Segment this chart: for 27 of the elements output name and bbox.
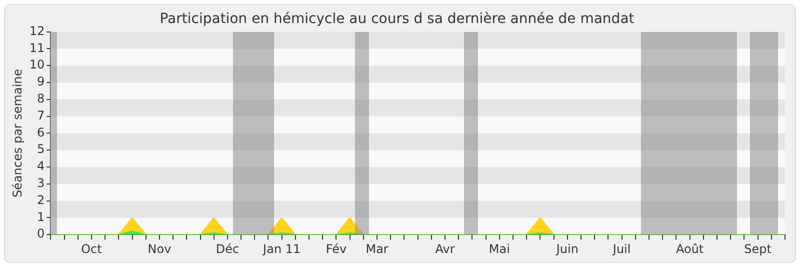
x-tick-label: Mar xyxy=(366,242,388,256)
y-tick-label: 9 xyxy=(37,74,45,89)
y-tick-label: 3 xyxy=(37,176,45,190)
y-tick-label: 11 xyxy=(29,40,45,55)
x-tick-label: Août xyxy=(676,242,704,256)
y-axis-title: Séances par semaine xyxy=(10,68,24,198)
y-tick-label: 5 xyxy=(37,142,45,156)
chart-title: Participation en hémicycle au cours d sa dernière année de mandat xyxy=(160,11,635,28)
y-tick-label: 8 xyxy=(37,92,45,106)
x-tick-label: Déc xyxy=(216,242,240,256)
y-tick-label: 2 xyxy=(37,192,45,207)
x-tick-label: Oct xyxy=(81,242,102,256)
y-tick-label: 0 xyxy=(37,226,45,241)
y-tick-label: 7 xyxy=(37,108,45,122)
x-tick-label: Sept xyxy=(744,242,772,256)
x-tick-label: Mai xyxy=(488,242,510,256)
x-tick-label: Nov xyxy=(148,242,172,256)
y-tick-label: 10 xyxy=(29,58,45,72)
x-tick-label: Fév xyxy=(326,242,347,256)
x-tick-label: Avr xyxy=(435,242,455,256)
y-tick-label: 4 xyxy=(37,159,45,174)
y-tick-label: 12 xyxy=(29,24,45,38)
y-tick-label: 6 xyxy=(37,125,45,140)
y-tick-label: 1 xyxy=(37,210,45,224)
x-tick-label: Juil xyxy=(612,242,631,256)
x-tick-label: Jan 11 xyxy=(262,242,301,256)
x-tick-label: Juin xyxy=(555,242,578,256)
